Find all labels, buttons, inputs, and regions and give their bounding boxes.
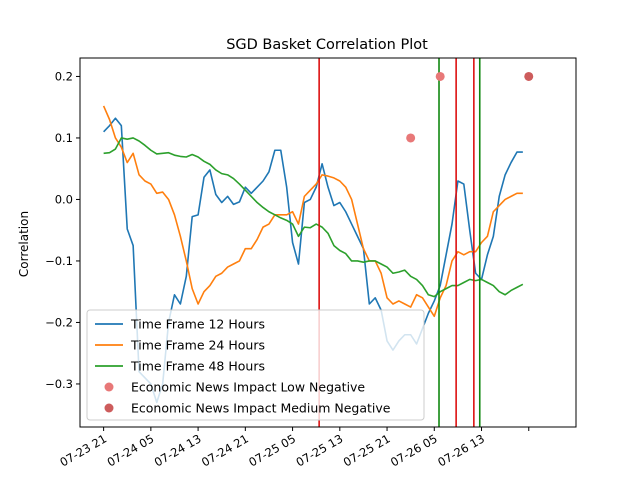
legend-label: Time Frame 12 Hours: [130, 317, 265, 332]
legend-label: Time Frame 48 Hours: [130, 359, 265, 374]
event-marker-1-2: [435, 71, 445, 81]
x-tick-label: 07-25 21: [341, 431, 393, 469]
chart-title: SGD Basket Correlation Plot: [226, 37, 428, 53]
legend-swatch-dot: [104, 403, 114, 413]
legend-swatch-dot: [104, 382, 114, 392]
y-tick-label: 0.1: [55, 131, 73, 145]
y-tick-label: −0.1: [45, 254, 73, 268]
event-marker-1-1: [406, 133, 416, 143]
y-tick-label: −0.2: [45, 315, 73, 329]
x-tick-label: 07-24 05: [105, 431, 157, 469]
legend-label: Time Frame 24 Hours: [130, 338, 265, 353]
series-line-1: [103, 117, 523, 404]
legend-box: [86, 309, 425, 421]
x-tick-label: 07-25 05: [246, 431, 298, 469]
plot-frame: [79, 57, 577, 428]
legend-label: Economic News Impact Medium Negative: [131, 401, 391, 416]
y-tick-label: 0.0: [55, 192, 73, 206]
series-line-3: [103, 137, 524, 298]
x-tick-label: 07-26 13: [435, 431, 487, 469]
x-tick-label: 07-25 13: [294, 431, 346, 469]
legend-label: Economic News Impact Low Negative: [131, 380, 365, 395]
event-marker-2-1: [524, 71, 534, 81]
series-line-2: [102, 105, 523, 318]
x-tick-label: 07-23 21: [57, 431, 109, 469]
y-axis-label: Correlation: [17, 211, 31, 277]
y-tick-label: −0.3: [45, 377, 73, 391]
x-tick-label: 07-24 13: [152, 431, 204, 469]
x-tick-label: 07-26 05: [388, 431, 440, 469]
y-tick-label: 0.2: [55, 69, 73, 83]
x-tick-label: 07-24 21: [199, 431, 251, 469]
